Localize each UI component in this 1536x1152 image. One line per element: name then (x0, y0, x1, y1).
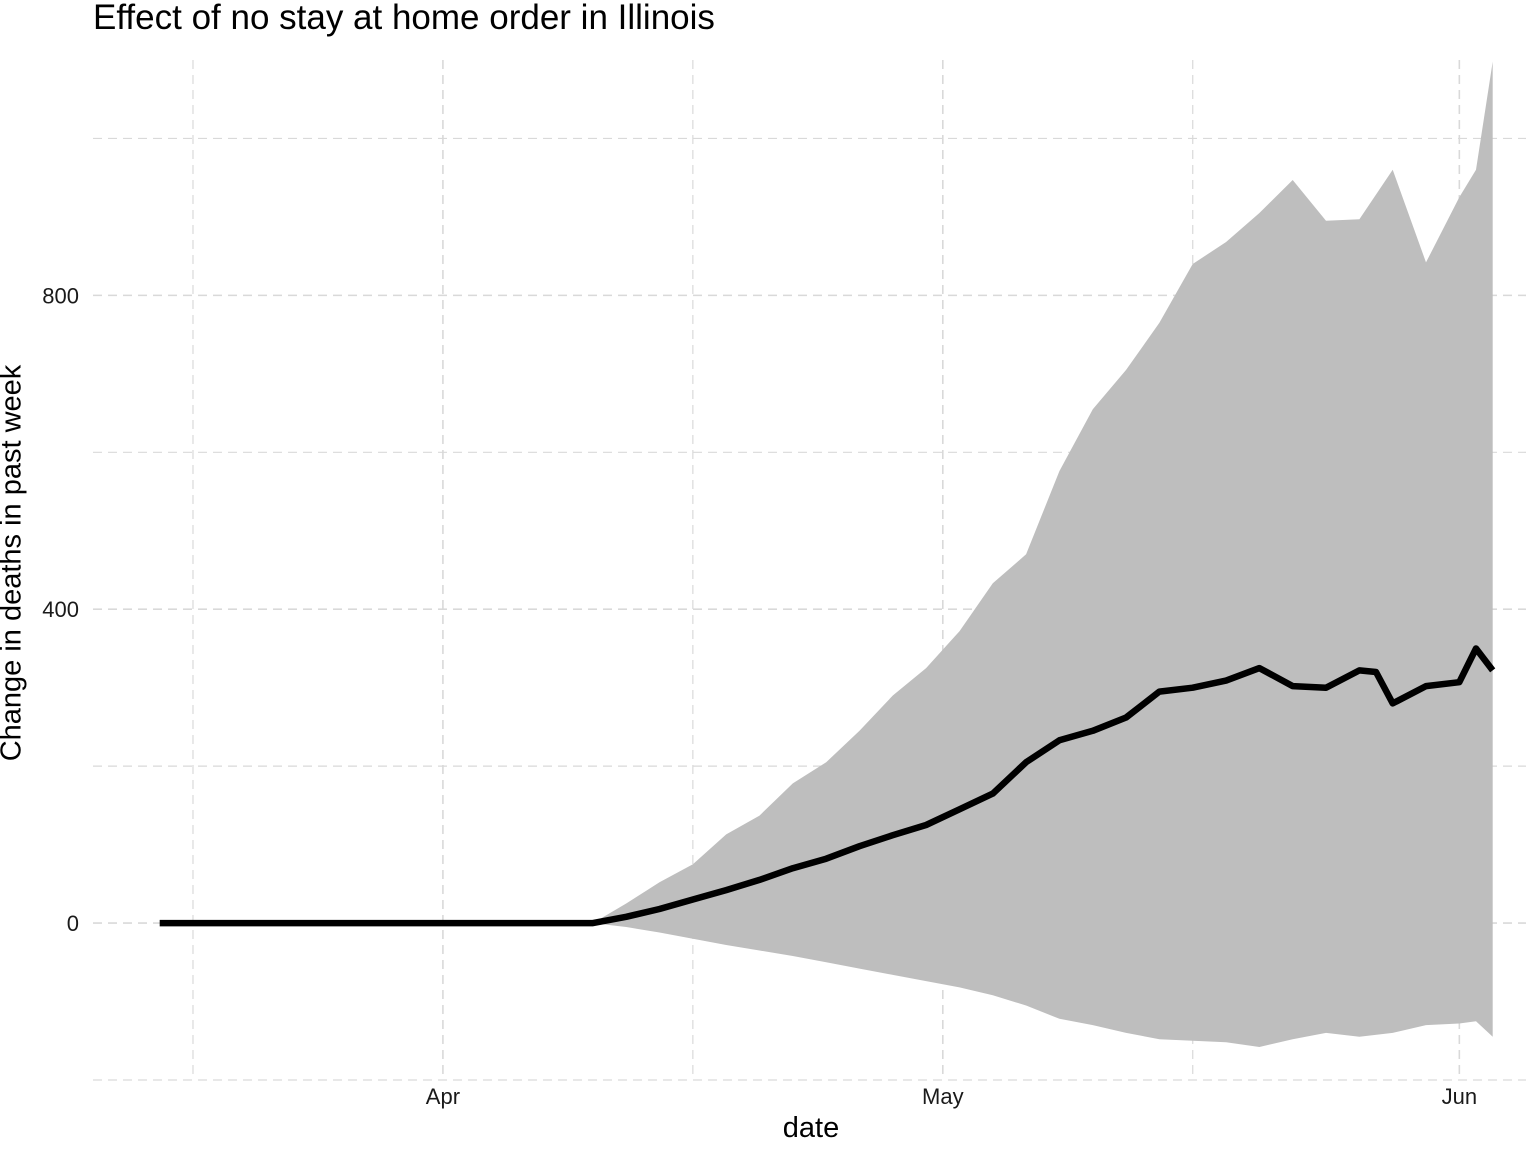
x-tick-label: Apr (426, 1084, 460, 1109)
chart-title: Effect of no stay at home order in Illin… (93, 0, 715, 37)
y-axis-label: Change in deaths in past week (0, 364, 28, 762)
x-tick-label: May (922, 1084, 964, 1109)
y-tick-label: 800 (42, 283, 79, 308)
data-layer (159, 61, 1496, 1048)
x-axis-label: date (782, 1112, 840, 1144)
tick-labels: 0 400 800 Apr May Jun (42, 283, 1477, 1109)
x-tick-label: Jun (1442, 1084, 1477, 1109)
y-tick-label: 400 (42, 597, 79, 622)
confidence-band (592, 61, 1493, 1048)
y-tick-label: 0 (67, 911, 79, 936)
estimate-line (159, 645, 1496, 927)
